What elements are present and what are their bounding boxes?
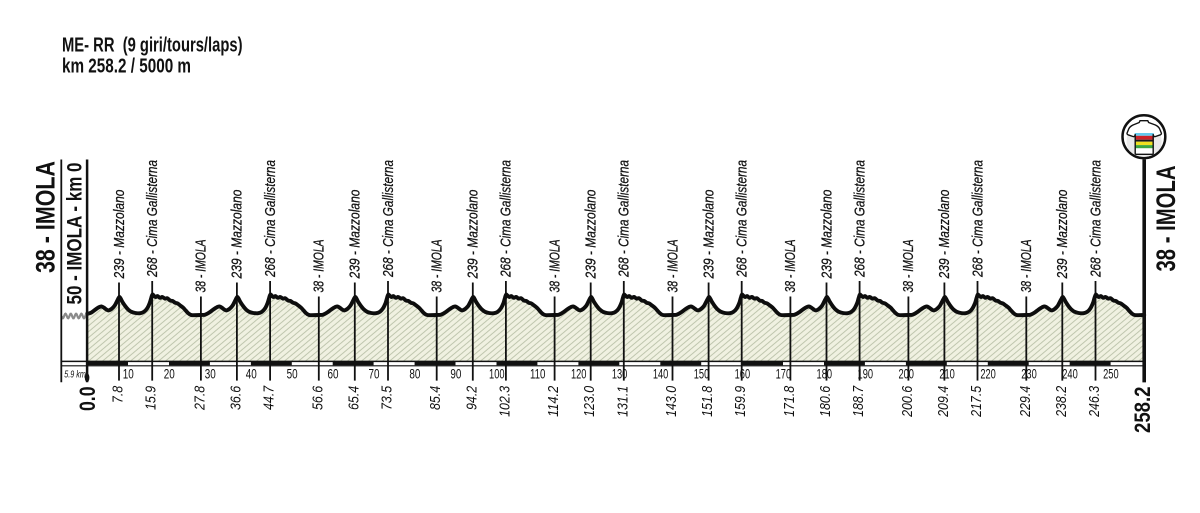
svg-text:268 - Cima Gallisterna: 268 - Cima Gallisterna — [145, 160, 161, 278]
svg-text:240: 240 — [1062, 367, 1078, 383]
svg-text:130: 130 — [612, 367, 628, 383]
svg-text:123.0: 123.0 — [581, 385, 598, 417]
svg-text:180: 180 — [817, 367, 833, 383]
svg-text:7.8: 7.8 — [110, 385, 127, 403]
svg-text:239 - Mazzolano: 239 - Mazzolano — [937, 190, 953, 280]
svg-text:38 - IMOLA: 38 - IMOLA — [1151, 166, 1181, 272]
svg-text:38 - IMOLA: 38 - IMOLA — [547, 240, 563, 293]
svg-text:239 - Mazzolano: 239 - Mazzolano — [230, 190, 246, 280]
svg-text:170: 170 — [776, 367, 792, 383]
svg-text:94.2: 94.2 — [463, 385, 480, 410]
svg-text:38 - IMOLA: 38 - IMOLA — [1019, 240, 1035, 293]
svg-text:268 - Cima Gallisterna: 268 - Cima Gallisterna — [499, 160, 515, 278]
svg-text:239 - Mazzolano: 239 - Mazzolano — [348, 190, 364, 280]
svg-text:44.7: 44.7 — [261, 385, 278, 410]
svg-text:190: 190 — [858, 367, 874, 383]
svg-text:38 - IMOLA: 38 - IMOLA — [901, 240, 917, 293]
svg-text:238.2: 238.2 — [1053, 385, 1070, 417]
svg-text:246.3: 246.3 — [1086, 385, 1103, 417]
svg-text:188.7: 188.7 — [850, 385, 867, 417]
svg-text:209.4: 209.4 — [935, 386, 952, 418]
svg-text:151.8: 151.8 — [699, 385, 716, 417]
svg-text:120: 120 — [571, 367, 587, 383]
svg-text:230: 230 — [1021, 367, 1037, 383]
svg-text:131.1: 131.1 — [614, 386, 631, 417]
svg-text:km 258.2 / 5000 m: km 258.2 / 5000 m — [62, 56, 191, 78]
svg-text:110: 110 — [530, 367, 546, 383]
svg-text:268 - Cima Gallisterna: 268 - Cima Gallisterna — [1088, 160, 1104, 278]
svg-text:239 - Mazzolano: 239 - Mazzolano — [1055, 190, 1071, 280]
svg-text:10: 10 — [123, 367, 134, 383]
svg-text:268 - Cima Gallisterna: 268 - Cima Gallisterna — [263, 160, 279, 278]
svg-text:268 - Cima Gallisterna: 268 - Cima Gallisterna — [617, 160, 633, 278]
svg-text:40: 40 — [246, 367, 257, 383]
svg-text:217.5: 217.5 — [968, 385, 985, 417]
svg-text:250: 250 — [1103, 367, 1119, 383]
svg-text:239 - Mazzolano: 239 - Mazzolano — [819, 190, 835, 280]
svg-text:20: 20 — [164, 367, 175, 383]
svg-text:140: 140 — [653, 367, 669, 383]
svg-text:220: 220 — [980, 367, 996, 383]
svg-text:171.8: 171.8 — [781, 385, 798, 417]
svg-text:38 - IMOLA: 38 - IMOLA — [665, 240, 681, 293]
svg-text:239 - Mazzolano: 239 - Mazzolano — [112, 190, 128, 280]
svg-text:239 - Mazzolano: 239 - Mazzolano — [466, 190, 482, 280]
svg-text:38 - IMOLA: 38 - IMOLA — [194, 240, 210, 293]
svg-text:160: 160 — [735, 367, 751, 383]
svg-text:38 - IMOLA: 38 - IMOLA — [312, 240, 328, 293]
svg-text:5.9 km: 5.9 km — [64, 369, 86, 381]
svg-text:268 - Cima Gallisterna: 268 - Cima Gallisterna — [970, 160, 986, 278]
svg-text:200.6: 200.6 — [899, 385, 916, 417]
svg-text:56.6: 56.6 — [309, 385, 326, 410]
svg-text:38 - IMOLA: 38 - IMOLA — [31, 161, 61, 273]
svg-text:114.2: 114.2 — [545, 385, 562, 417]
svg-text:38 - IMOLA: 38 - IMOLA — [783, 240, 799, 293]
svg-text:65.4: 65.4 — [345, 386, 362, 410]
svg-text:210: 210 — [939, 367, 955, 383]
svg-text:70: 70 — [369, 367, 380, 383]
svg-text:60: 60 — [328, 367, 339, 383]
svg-text:239 - Mazzolano: 239 - Mazzolano — [584, 190, 600, 280]
svg-text:268 - Cima Gallisterna: 268 - Cima Gallisterna — [381, 160, 397, 278]
svg-text:102.3: 102.3 — [496, 385, 513, 417]
svg-text:143.0: 143.0 — [663, 385, 680, 417]
svg-text:ME- RR (9 giri/tours/laps): ME- RR (9 giri/tours/laps) — [62, 35, 243, 57]
svg-text:239 - Mazzolano: 239 - Mazzolano — [701, 190, 717, 280]
svg-text:15.9: 15.9 — [143, 385, 160, 410]
svg-text:0.0: 0.0 — [75, 387, 100, 412]
svg-text:200: 200 — [898, 367, 914, 383]
svg-text:150: 150 — [694, 367, 710, 383]
svg-text:268 - Cima Gallisterna: 268 - Cima Gallisterna — [852, 160, 868, 278]
svg-text:50 - IMOLA - km 0: 50 - IMOLA - km 0 — [64, 163, 87, 305]
svg-text:229.4: 229.4 — [1017, 386, 1034, 418]
svg-text:85.4: 85.4 — [427, 386, 444, 410]
svg-text:27.8: 27.8 — [191, 385, 208, 411]
svg-text:268 - Cima Gallisterna: 268 - Cima Gallisterna — [735, 160, 751, 278]
svg-text:90: 90 — [450, 367, 461, 383]
svg-text:80: 80 — [409, 367, 420, 383]
svg-text:180.6: 180.6 — [817, 385, 834, 417]
svg-text:50: 50 — [287, 367, 298, 383]
svg-text:38 - IMOLA: 38 - IMOLA — [430, 240, 446, 293]
svg-text:258.2: 258.2 — [1130, 387, 1155, 434]
svg-text:100: 100 — [489, 367, 505, 383]
svg-text:73.5: 73.5 — [379, 385, 396, 410]
svg-text:30: 30 — [205, 367, 216, 383]
svg-text:159.9: 159.9 — [732, 385, 749, 417]
svg-text:36.6: 36.6 — [227, 385, 244, 410]
